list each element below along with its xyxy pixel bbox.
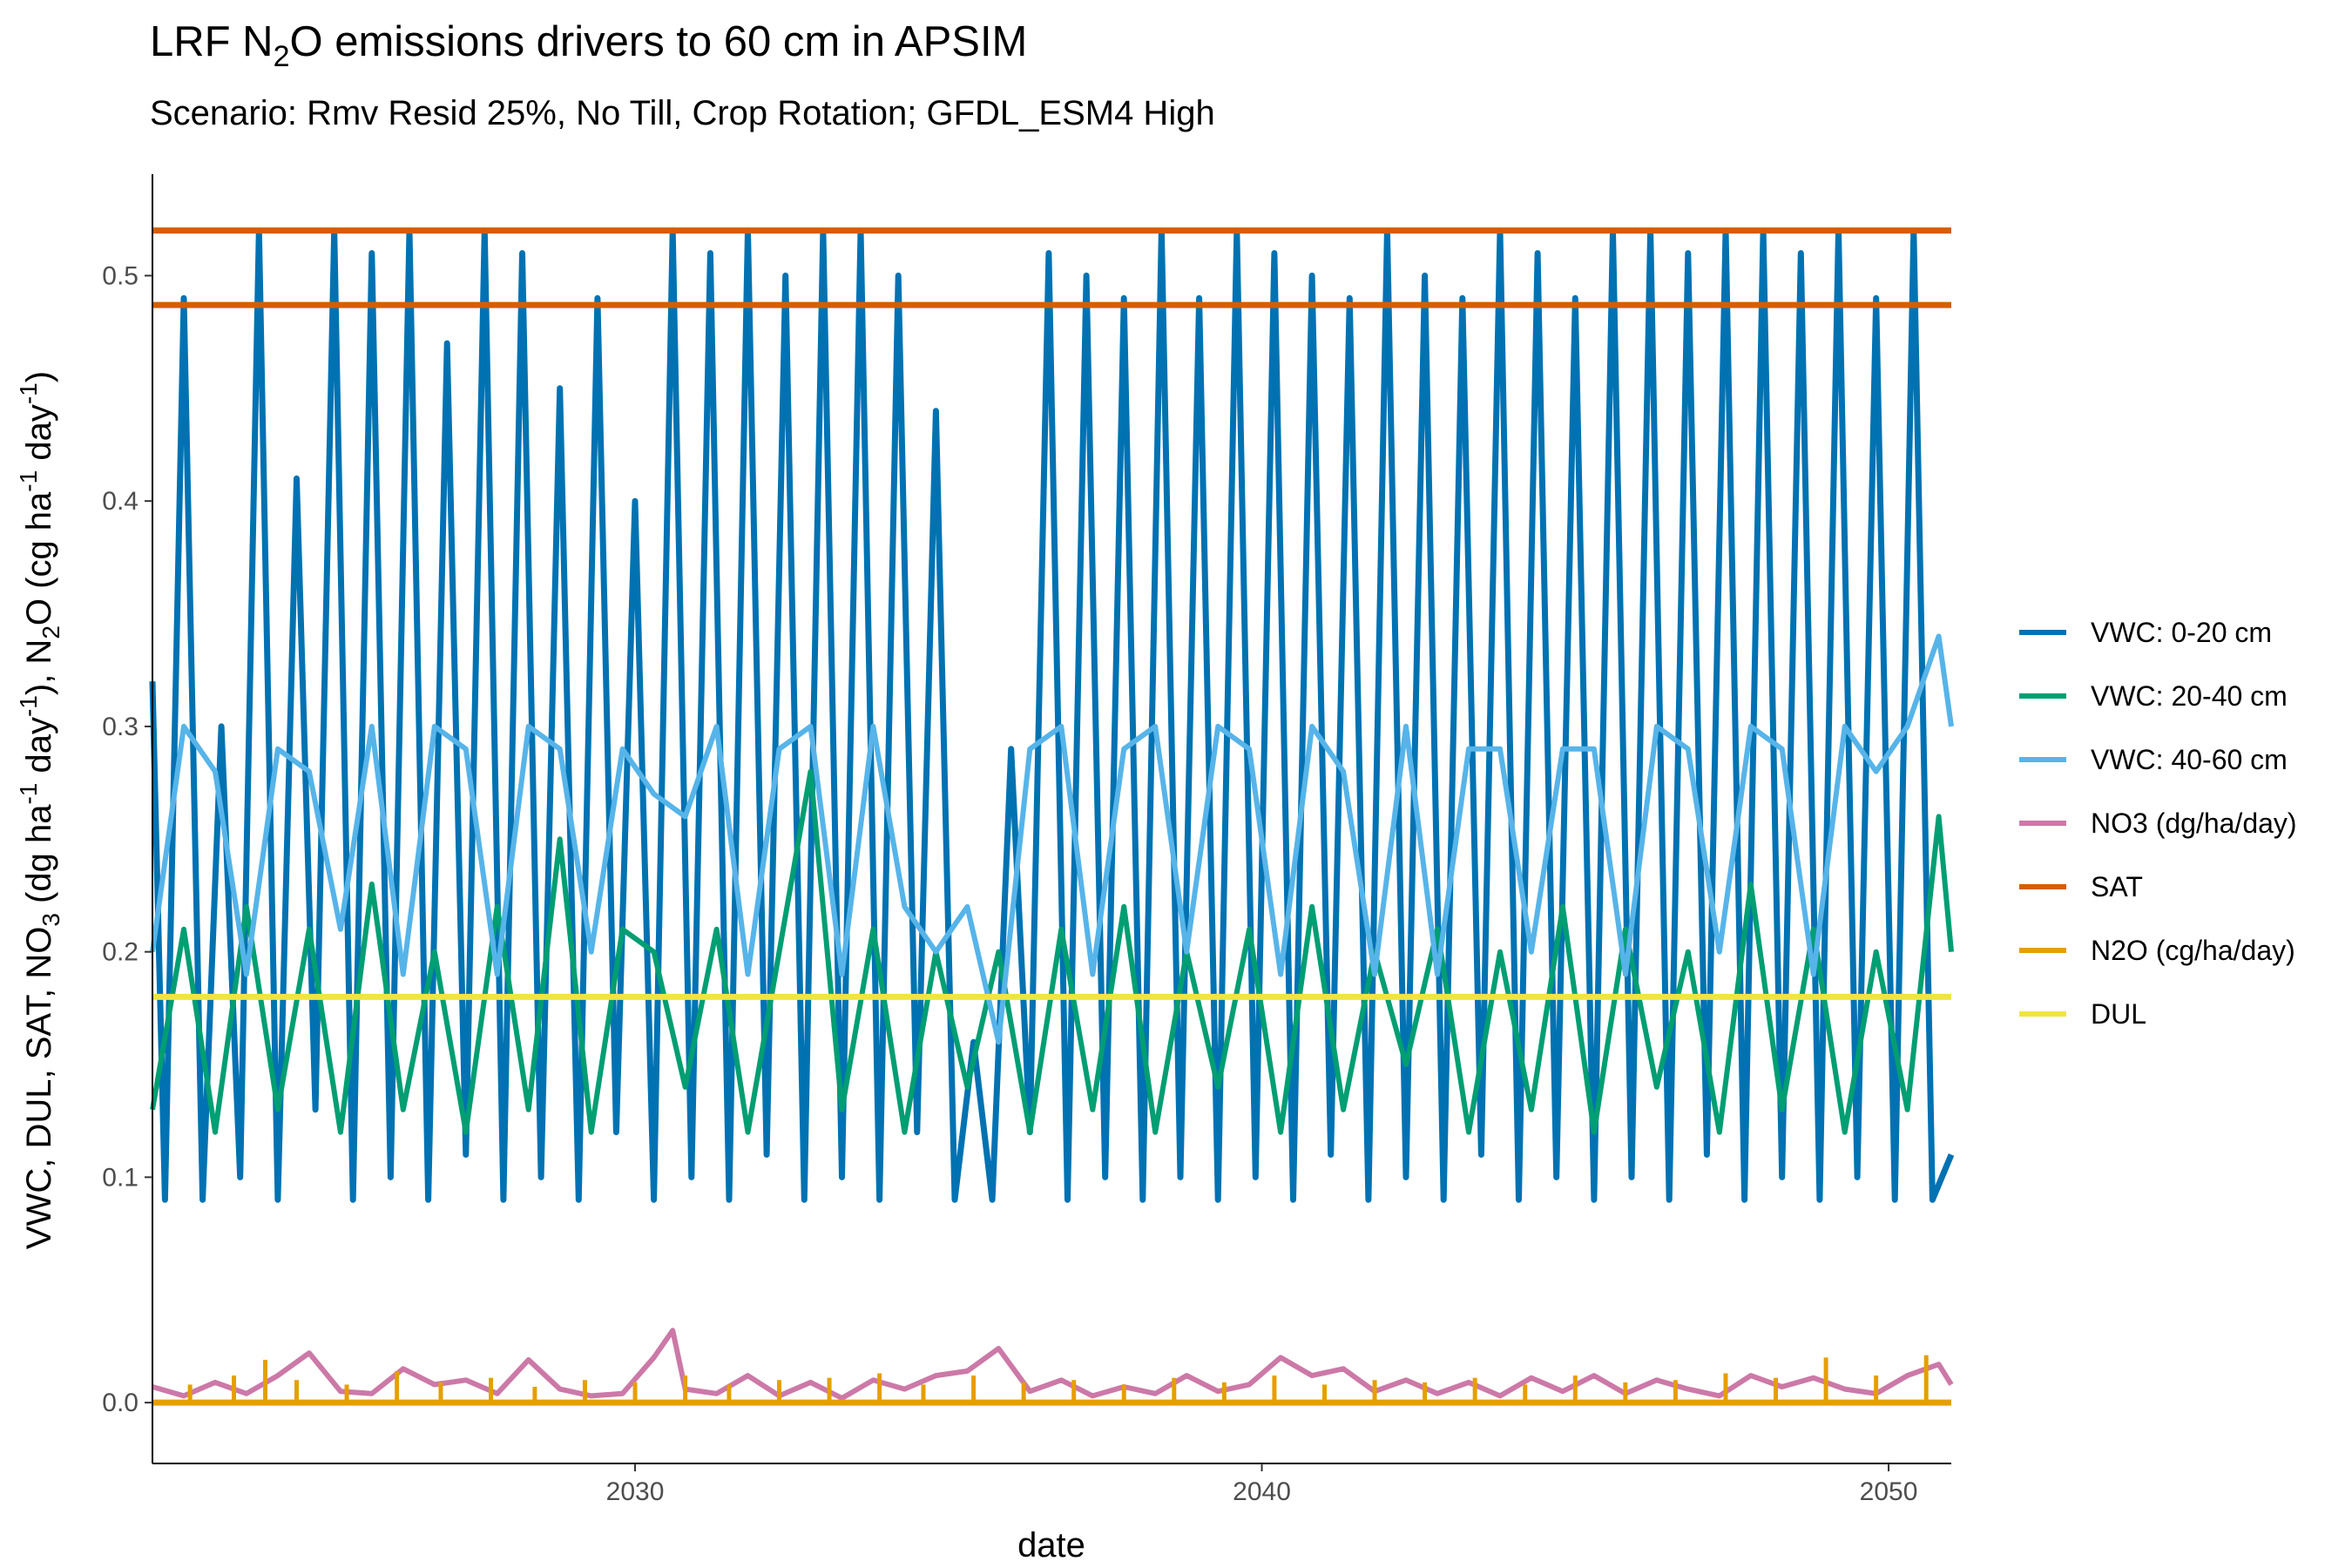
x-tick-label: 2040 (1233, 1477, 1291, 1506)
plot-series (149, 227, 1955, 1406)
y-axis-title: VWC, DUL, SAT, NO3 (dg ha-1 day-1), N2O … (15, 371, 64, 1249)
x-axis-ticks: 2030 2040 2050 (606, 1463, 1918, 1506)
y-tick-label: 0.0 (102, 1389, 139, 1417)
x-tick-label: 2030 (606, 1477, 665, 1506)
vwc-20-40-line (150, 768, 1954, 1135)
legend-label: VWC: 40-60 cm (2091, 744, 2288, 775)
ylabel-part: day (20, 717, 58, 783)
ylabel-sup: -1 (15, 382, 42, 404)
y-tick-label: 0.5 (102, 261, 139, 290)
chart-title: LRF N2O emissions drivers to 60 cm in AP… (150, 18, 1027, 73)
title-suffix: O emissions drivers to 60 cm in APSIM (290, 18, 1028, 65)
ylabel-sub: 2 (37, 625, 64, 639)
y-tick-label: 0.3 (102, 713, 139, 741)
ylabel-sup: -1 (15, 783, 42, 805)
legend-label: SAT (2091, 871, 2143, 902)
legend-label: NO3 (dg/ha/day) (2091, 808, 2297, 839)
legend-label: N2O (cg/ha/day) (2091, 935, 2295, 966)
y-axis-ticks: 0.0 0.1 0.2 0.3 0.4 0.5 (102, 261, 152, 1417)
ylabel-sup: -1 (15, 695, 42, 717)
vwc-40-60-line (150, 633, 1954, 1045)
chart-subtitle: Scenario: Rmv Resid 25%, No Till, Crop R… (150, 94, 1215, 132)
ylabel-part: VWC, DUL, SAT, NO (20, 927, 58, 1249)
ylabel-sub: 3 (37, 913, 64, 927)
vwc-0-20-line (149, 227, 1955, 1203)
legend: VWC: 0-20 cm VWC: 20-40 cm VWC: 40-60 cm NO… (2019, 617, 2297, 1030)
legend-label: VWC: 20-40 cm (2091, 680, 2288, 712)
title-subscript: 2 (274, 40, 290, 73)
ylabel-part: (dg ha (20, 804, 58, 913)
ylabel-part: ), N (20, 639, 58, 695)
legend-label: DUL (2091, 998, 2146, 1030)
y-tick-label: 0.1 (102, 1163, 139, 1192)
title-prefix: LRF N (150, 18, 274, 65)
ylabel-part: ) (20, 371, 58, 382)
x-tick-label: 2050 (1860, 1477, 1918, 1506)
ylabel-part: O (cg ha (20, 491, 58, 625)
x-axis-title: date (1017, 1526, 1085, 1565)
legend-label: VWC: 0-20 cm (2091, 617, 2272, 648)
y-tick-label: 0.2 (102, 938, 139, 967)
no3-line (152, 1328, 1954, 1401)
y-tick-label: 0.4 (102, 487, 139, 516)
ylabel-part: day (20, 404, 58, 470)
ylabel-sup: -1 (15, 470, 42, 492)
